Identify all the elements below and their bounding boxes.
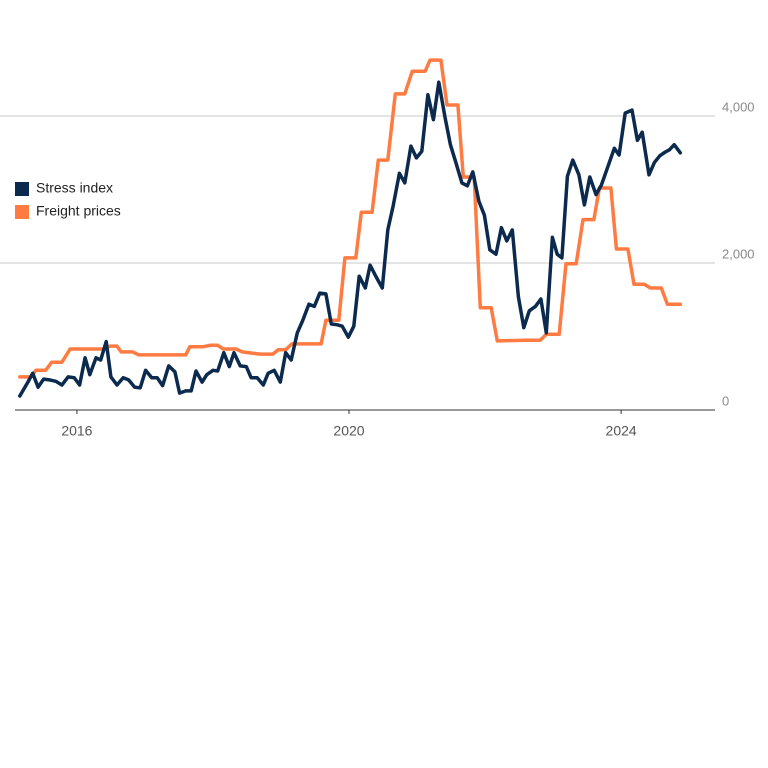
legend-label: Stress index [36,180,113,196]
legend-swatch [15,205,29,219]
legend-label: Freight prices [36,203,121,219]
x-tick-label: 2020 [333,423,364,439]
y-tick-label: 0 [722,393,729,408]
series-line [18,80,683,398]
x-tick-label: 2024 [606,423,637,439]
x-tick-label: 2016 [61,423,92,439]
legend-swatch [15,182,29,196]
series-line [18,58,683,379]
y-tick-label: 4,000 [722,99,755,114]
y-tick-label: 2,000 [722,246,755,261]
